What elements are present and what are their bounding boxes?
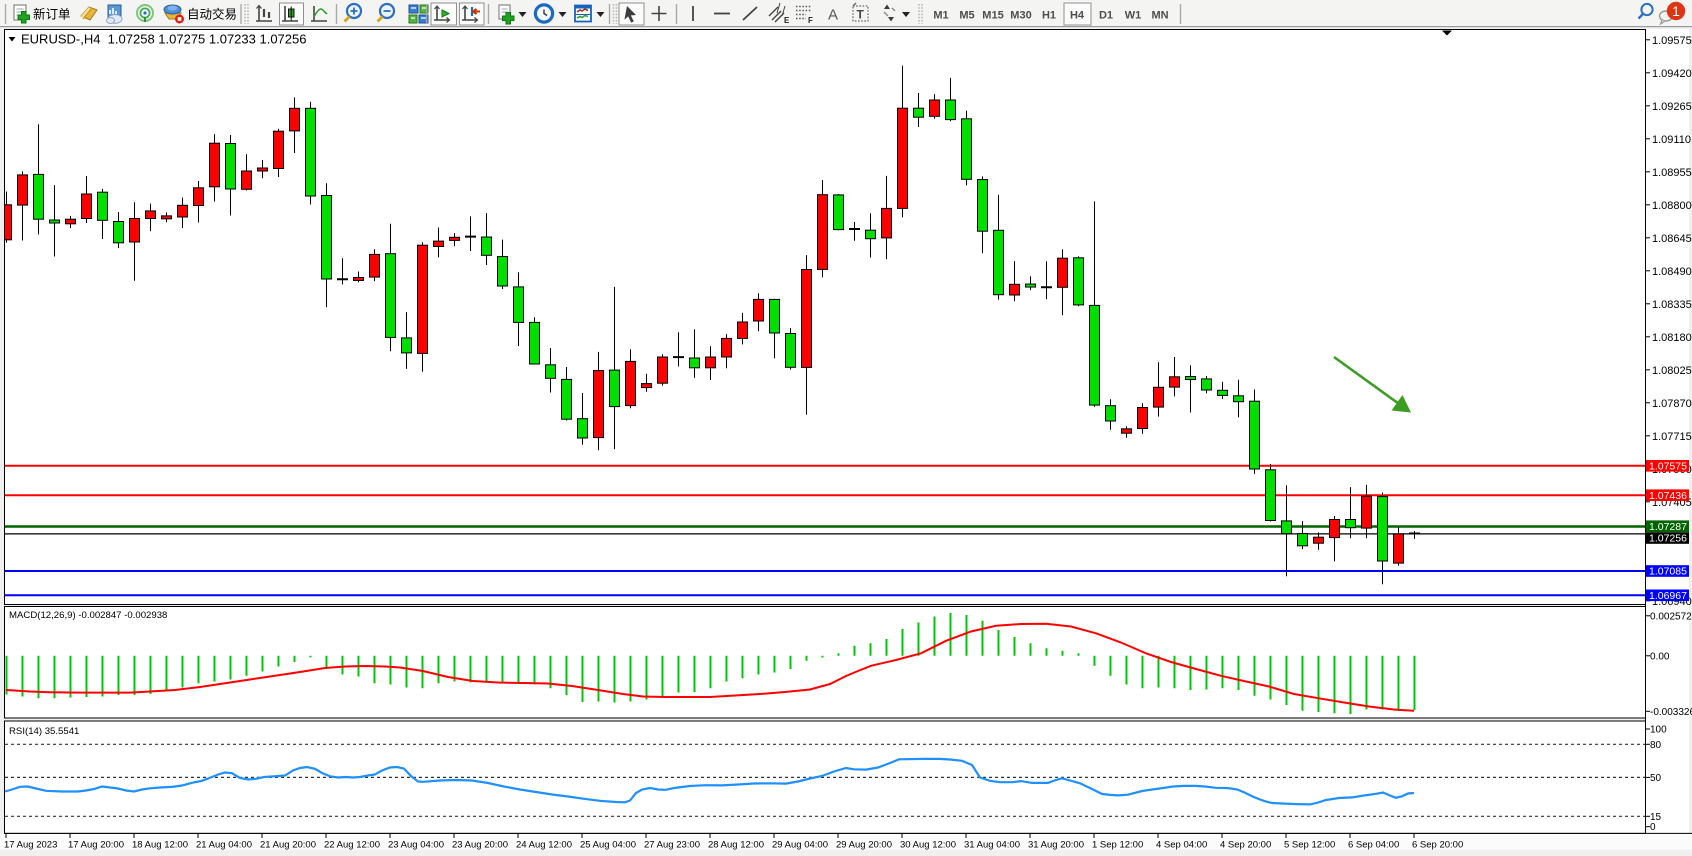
svg-text:4 Sep 20:00: 4 Sep 20:00 [1220, 840, 1271, 851]
svg-text:H1: H1 [1042, 10, 1056, 22]
svg-text:新订单: 新订单 [33, 7, 71, 22]
svg-text:-0.003326: -0.003326 [1650, 707, 1692, 718]
svg-text:1.09420: 1.09420 [1652, 68, 1692, 80]
svg-text:1.07287: 1.07287 [1649, 521, 1687, 533]
svg-text:50: 50 [1650, 773, 1662, 784]
svg-text:23 Aug 20:00: 23 Aug 20:00 [452, 840, 508, 851]
svg-text:MACD(12,26,9) -0.002847 -0.002: MACD(12,26,9) -0.002847 -0.002938 [9, 610, 167, 621]
svg-text:1.07256: 1.07256 [1649, 533, 1687, 545]
svg-text:17 Aug 2023: 17 Aug 2023 [4, 840, 57, 851]
svg-text:1.08335: 1.08335 [1652, 299, 1692, 311]
svg-text:1.09575: 1.09575 [1652, 35, 1692, 47]
svg-text:1.08955: 1.08955 [1652, 167, 1692, 179]
svg-text:1: 1 [1672, 3, 1680, 19]
svg-text:M5: M5 [959, 10, 974, 22]
svg-text:15: 15 [1650, 812, 1662, 823]
svg-text:80: 80 [1650, 740, 1662, 751]
svg-text:H4: H4 [1070, 10, 1085, 22]
svg-text:E: E [784, 16, 790, 25]
svg-text:25 Aug 04:00: 25 Aug 04:00 [580, 840, 636, 851]
svg-text:T: T [857, 8, 865, 22]
svg-text:D1: D1 [1099, 10, 1113, 22]
svg-text:17 Aug 20:00: 17 Aug 20:00 [68, 840, 124, 851]
svg-text:1.07436: 1.07436 [1649, 490, 1687, 502]
svg-text:1.09265: 1.09265 [1652, 101, 1692, 113]
svg-text:EURUSD-,H4 1.07258 1.07275 1.: EURUSD-,H4 1.07258 1.07275 1.07233 1.072… [21, 32, 306, 47]
svg-text:1.09110: 1.09110 [1652, 134, 1691, 146]
svg-text:0: 0 [1650, 822, 1656, 833]
svg-text:27 Aug 23:00: 27 Aug 23:00 [644, 840, 700, 851]
svg-text:29 Aug 04:00: 29 Aug 04:00 [772, 840, 828, 851]
svg-text:24 Aug 12:00: 24 Aug 12:00 [516, 840, 572, 851]
svg-text:0.00: 0.00 [1650, 651, 1670, 662]
svg-text:A: A [828, 7, 838, 24]
svg-text:1 Sep 12:00: 1 Sep 12:00 [1092, 840, 1143, 851]
svg-text:29 Aug 20:00: 29 Aug 20:00 [836, 840, 892, 851]
svg-text:1.08645: 1.08645 [1652, 233, 1692, 245]
svg-text:1.08180: 1.08180 [1652, 332, 1692, 344]
svg-text:18 Aug 12:00: 18 Aug 12:00 [132, 840, 188, 851]
svg-text:W1: W1 [1125, 10, 1142, 22]
svg-text:30 Aug 12:00: 30 Aug 12:00 [900, 840, 956, 851]
svg-text:F: F [808, 16, 813, 25]
svg-text:RSI(14) 35.5541: RSI(14) 35.5541 [9, 726, 79, 737]
svg-text:100: 100 [1650, 725, 1667, 736]
svg-text:自动交易: 自动交易 [187, 7, 237, 22]
svg-text:31 Aug 04:00: 31 Aug 04:00 [964, 840, 1020, 851]
svg-text:M1: M1 [933, 10, 948, 22]
svg-text:M15: M15 [982, 10, 1003, 22]
svg-text:4 Sep 04:00: 4 Sep 04:00 [1156, 840, 1207, 851]
svg-text:1.08490: 1.08490 [1652, 266, 1692, 278]
svg-text:1.06967: 1.06967 [1649, 590, 1687, 602]
svg-text:MN: MN [1151, 10, 1168, 22]
svg-text:21 Aug 04:00: 21 Aug 04:00 [196, 840, 252, 851]
svg-text:28 Aug 12:00: 28 Aug 12:00 [708, 840, 764, 851]
svg-text:31 Aug 20:00: 31 Aug 20:00 [1028, 840, 1084, 851]
svg-text:M30: M30 [1010, 10, 1031, 22]
svg-text:6 Sep 04:00: 6 Sep 04:00 [1348, 840, 1399, 851]
svg-text:1.08800: 1.08800 [1652, 200, 1692, 212]
svg-text:6 Sep 20:00: 6 Sep 20:00 [1412, 840, 1463, 851]
svg-text:21 Aug 20:00: 21 Aug 20:00 [260, 840, 316, 851]
svg-text:1.07870: 1.07870 [1652, 398, 1692, 410]
svg-text:1.07085: 1.07085 [1649, 566, 1687, 578]
svg-text:23 Aug 04:00: 23 Aug 04:00 [388, 840, 444, 851]
svg-text:22 Aug 12:00: 22 Aug 12:00 [324, 840, 380, 851]
svg-text:5 Sep 12:00: 5 Sep 12:00 [1284, 840, 1335, 851]
svg-text:1.08025: 1.08025 [1652, 365, 1692, 377]
svg-text:0.002572: 0.002572 [1650, 611, 1692, 622]
svg-text:1.07575: 1.07575 [1649, 461, 1687, 473]
svg-text:1.07715: 1.07715 [1652, 431, 1692, 443]
